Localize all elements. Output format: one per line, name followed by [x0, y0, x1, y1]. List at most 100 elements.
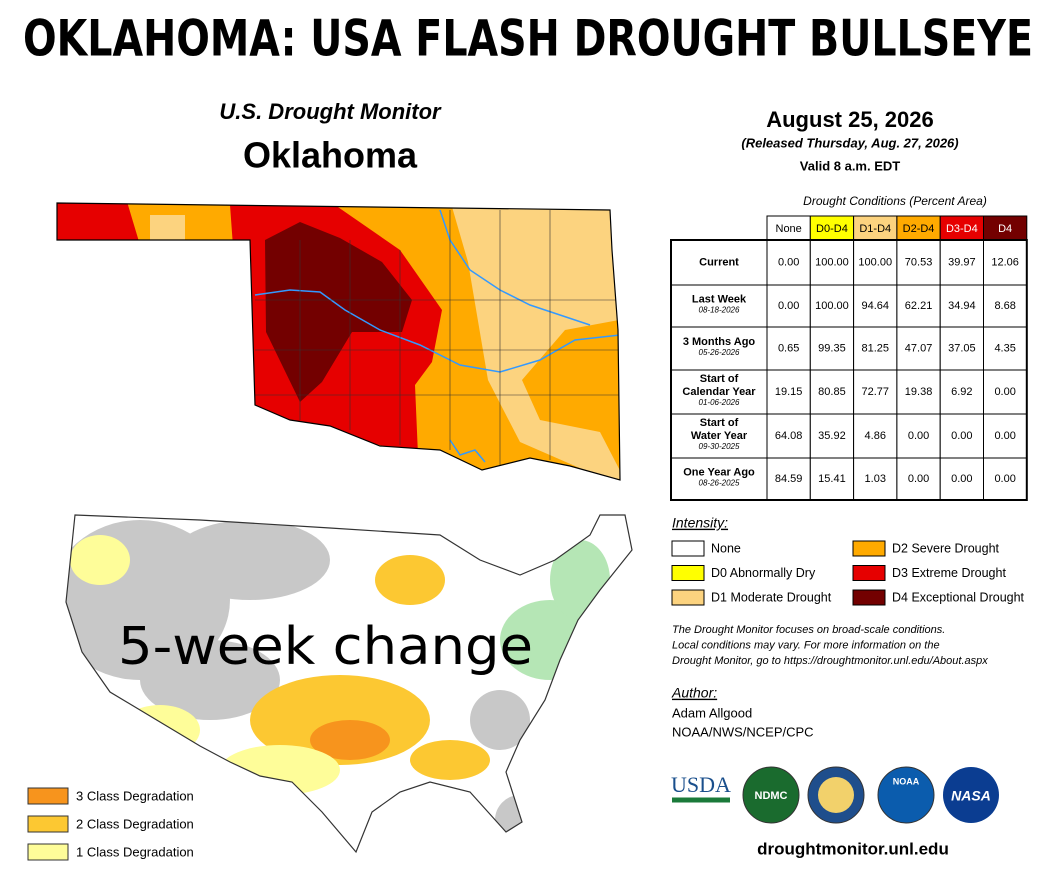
- row-date: 08-26-2025: [699, 479, 740, 488]
- table-value: 0.00: [951, 473, 972, 485]
- note-line: The Drought Monitor focuses on broad-sca…: [672, 624, 945, 636]
- logo-text: USDA: [671, 772, 731, 797]
- logo-text: NDMC: [755, 790, 788, 802]
- column-header: D4: [998, 223, 1012, 235]
- row-label: Last Week: [692, 293, 747, 305]
- column-header: D0-D4: [816, 223, 848, 235]
- table-value: 12.06: [991, 256, 1019, 268]
- column-header: D3-D4: [946, 223, 978, 235]
- legend-swatch: [852, 540, 886, 557]
- change-legend-label: 3 Class Degradation: [76, 788, 194, 803]
- table-value: 80.85: [818, 386, 846, 398]
- table-value: 35.92: [818, 430, 846, 442]
- note-line: Local conditions may vary. For more info…: [672, 639, 940, 651]
- table-value: 94.64: [861, 300, 889, 312]
- table-value: 84.59: [775, 473, 803, 485]
- change-legend-swatch: [27, 843, 69, 861]
- table-cell: [983, 284, 1028, 328]
- author-name: Adam Allgood: [672, 705, 752, 720]
- us-outline: [65, 514, 633, 854]
- column-header-cell: [766, 215, 811, 241]
- table-value: 0.00: [994, 473, 1015, 485]
- site-url: droughtmonitor.unl.edu: [757, 839, 949, 858]
- note-line: Drought Monitor, go to https://droughtmo…: [672, 655, 988, 667]
- logo-seal: [877, 766, 935, 824]
- row-date: 09-30-2025: [699, 442, 740, 451]
- column-header-cell: [809, 215, 855, 241]
- valid-time: Valid 8 a.m. EDT: [800, 158, 900, 173]
- table-value: 4.86: [865, 430, 886, 442]
- row-label-cell: [670, 369, 768, 415]
- legend-swatch: [671, 589, 705, 606]
- author-agency: NOAA/NWS/NCEP/CPC: [672, 724, 814, 739]
- table-value: 64.08: [775, 430, 803, 442]
- change-legend-swatch: [27, 815, 69, 833]
- column-header-cell: [983, 215, 1028, 241]
- table-value: 39.97: [948, 256, 976, 268]
- table-value: 62.21: [905, 300, 933, 312]
- author-title: Author:: [671, 685, 717, 701]
- column-header: None: [776, 223, 802, 235]
- table-value: 99.35: [818, 342, 846, 354]
- table-cell: [853, 326, 898, 371]
- page-title: OKLAHOMA: USA FLASH DROUGHT BULLSEYE: [23, 10, 1033, 68]
- table-value: 0.00: [951, 430, 972, 442]
- row-date: 08-18-2026: [699, 306, 740, 315]
- legend-swatch: [671, 565, 705, 581]
- legend-label: D3 Extreme Drought: [892, 566, 1006, 580]
- legend-label: D0 Abnormally Dry: [711, 566, 816, 580]
- table-value: 8.68: [994, 300, 1015, 312]
- table-cell: [809, 457, 855, 501]
- table-value: 0.00: [778, 300, 799, 312]
- change-legend-label: 2 Class Degradation: [76, 816, 194, 831]
- table-value: 4.35: [994, 342, 1015, 354]
- table-value: 0.00: [908, 430, 929, 442]
- table-cell: [809, 369, 855, 415]
- table-cell: [766, 284, 811, 328]
- table-value: 0.00: [778, 256, 799, 268]
- table-cell: [766, 457, 811, 501]
- monitor-heading: U.S. Drought Monitor: [219, 99, 442, 124]
- state-name: Oklahoma: [243, 135, 418, 176]
- row-label-cell: [670, 284, 768, 328]
- row-label: 3 Months Ago: [683, 336, 756, 348]
- table-value: 0.00: [994, 386, 1015, 398]
- table-cell: [983, 369, 1028, 415]
- row-label: Start of: [700, 373, 739, 385]
- intensity-title: Intensity:: [672, 515, 728, 531]
- row-date: 05-26-2026: [699, 348, 740, 357]
- column-header: D2-D4: [903, 223, 935, 235]
- table-value: 19.15: [775, 386, 803, 398]
- table-value: 47.07: [905, 342, 933, 354]
- table-cell: [983, 413, 1028, 459]
- logo-seal: [742, 766, 800, 824]
- table-cell: [983, 457, 1028, 501]
- row-label: Start of: [700, 417, 739, 429]
- column-header: D1-D4: [859, 223, 891, 235]
- legend-label: D2 Severe Drought: [892, 541, 1000, 555]
- column-header-cell: [853, 215, 898, 241]
- legend-label: D1 Moderate Drought: [711, 590, 832, 604]
- row-label: Current: [699, 256, 739, 268]
- row-date: 01-06-2026: [699, 398, 740, 407]
- table-value: 100.00: [858, 256, 892, 268]
- table-cell: [853, 413, 898, 459]
- table-cell: [896, 284, 941, 328]
- legend-swatch: [852, 565, 886, 581]
- table-border: [670, 239, 1028, 501]
- table-value: 37.05: [948, 342, 976, 354]
- legend-swatch: [671, 540, 705, 557]
- table-value: 0.00: [994, 430, 1015, 442]
- table-cell: [939, 413, 985, 459]
- table-cell: [939, 239, 985, 286]
- table-value: 0.00: [908, 473, 929, 485]
- table-value: 72.77: [861, 386, 889, 398]
- us-change-map: [66, 515, 632, 852]
- table-caption: Drought Conditions (Percent Area): [803, 194, 987, 208]
- table-cell: [983, 326, 1028, 371]
- table-value: 70.53: [905, 256, 933, 268]
- table-value: 100.00: [815, 256, 849, 268]
- row-label-cell: [670, 457, 768, 501]
- map-date: August 25, 2026: [766, 107, 934, 132]
